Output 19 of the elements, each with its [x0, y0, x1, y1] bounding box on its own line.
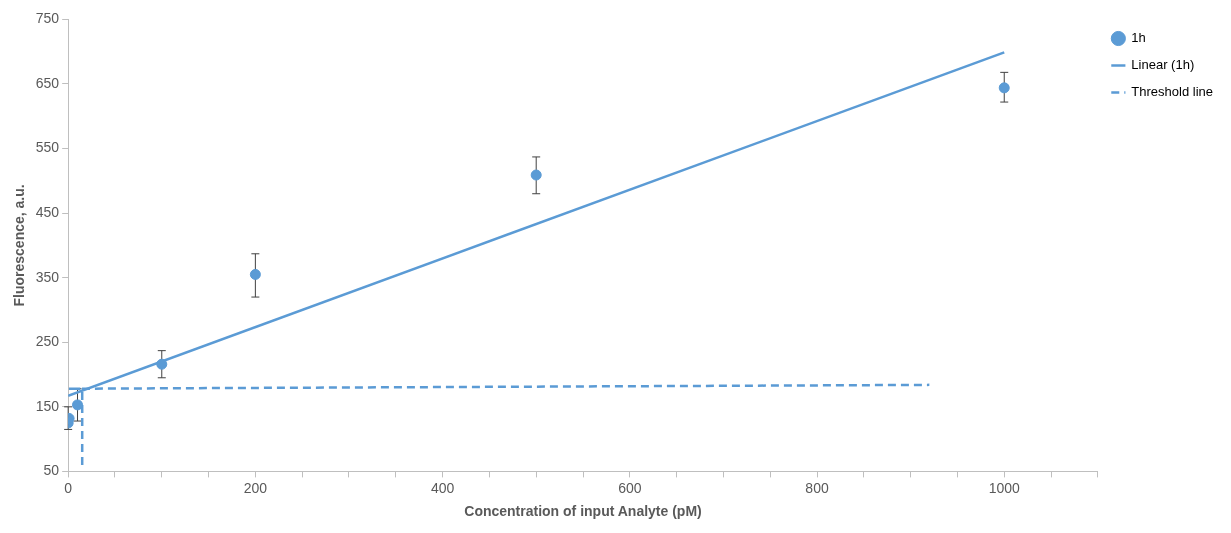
x-tick-label: 600 [618, 479, 642, 496]
y-axis-title: Fluorescence, a.u. [11, 184, 28, 307]
y-tick-label: 150 [35, 397, 60, 414]
x-tick-label: 0 [64, 479, 73, 496]
y-tick-label: 450 [35, 203, 60, 220]
legend-label: 1h [1131, 30, 1146, 46]
x-tick-label: 200 [243, 479, 268, 496]
y-tick-label: 650 [35, 74, 60, 91]
y-tick-label: 50 [43, 462, 60, 479]
x-tick-label: 800 [805, 479, 829, 496]
y-tick-label: 550 [35, 139, 60, 156]
legend-label: Threshold line [1131, 84, 1213, 100]
x-tick-label: 1000 [988, 479, 1021, 496]
y-tick-label: 250 [35, 333, 60, 350]
y-tick-label: 350 [35, 268, 60, 285]
x-tick-label: 400 [430, 479, 455, 496]
y-tick-label: 750 [35, 10, 60, 27]
x-axis-title: Concentration of input Analyte (pM) [464, 503, 702, 520]
legend-label: Linear (1h) [1131, 57, 1195, 73]
